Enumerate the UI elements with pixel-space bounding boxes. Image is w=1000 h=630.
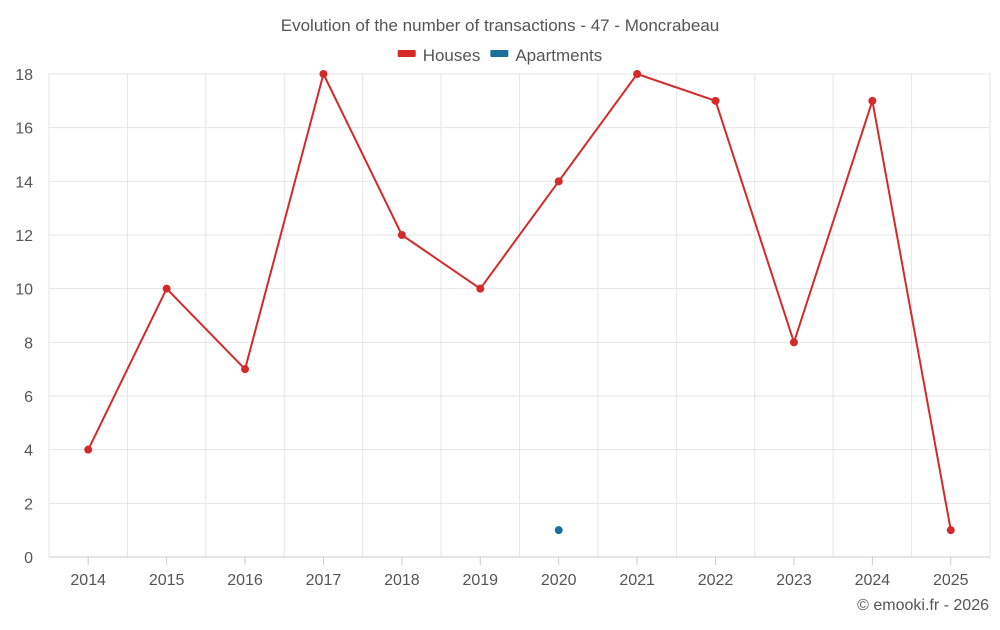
y-tick-label: 0	[24, 550, 33, 567]
chart-title: Evolution of the number of transactions …	[281, 16, 719, 35]
series-layer	[84, 70, 955, 535]
series-line-houses	[87, 73, 952, 531]
y-tick-label: 18	[15, 67, 33, 84]
data-point-houses	[946, 526, 955, 535]
legend-swatch-apartments	[490, 50, 509, 57]
y-tick-label: 14	[15, 174, 33, 191]
legend: Houses Apartments	[397, 46, 602, 65]
data-point-houses	[241, 365, 250, 374]
legend-item-apartments: Apartments	[490, 46, 602, 65]
legend-label-houses: Houses	[423, 46, 481, 65]
data-point-houses	[789, 338, 798, 347]
axes	[49, 556, 990, 565]
data-point-houses	[84, 445, 93, 454]
y-tick-label: 4	[24, 443, 33, 460]
data-point-houses	[868, 96, 877, 105]
data-point-houses	[633, 70, 642, 78]
data-point-houses	[711, 96, 720, 105]
legend-swatch-houses	[397, 50, 416, 57]
series-apartments	[554, 526, 563, 535]
y-tick-label: 12	[15, 228, 33, 245]
x-tick-label: 2018	[384, 572, 420, 589]
x-tick-label: 2016	[227, 572, 263, 589]
x-tick-label: 2022	[698, 572, 734, 589]
legend-item-houses: Houses	[397, 46, 481, 65]
data-point-houses	[554, 177, 563, 186]
x-tick-label: 2014	[70, 572, 106, 589]
x-tick-label: 2017	[306, 572, 342, 589]
x-tick-label: 2025	[933, 572, 969, 589]
y-tick-labels: 0 2 4 6 8 10 12 14 16 18	[15, 67, 33, 567]
credit-text: © emooki.fr - 2026	[857, 597, 989, 614]
data-point-houses	[476, 284, 485, 293]
y-tick-label: 8	[24, 335, 33, 352]
legend-label-apartments: Apartments	[515, 46, 602, 65]
x-gridlines	[48, 74, 991, 557]
y-tick-label: 6	[24, 389, 33, 406]
data-point-houses	[162, 284, 171, 293]
x-tick-label: 2015	[149, 572, 185, 589]
y-tick-label: 16	[15, 121, 33, 138]
y-tick-label: 10	[15, 282, 33, 299]
data-point-houses	[397, 231, 406, 239]
y-tick-label: 2	[24, 496, 33, 513]
x-tick-labels: 2014 2015 2016 2017 2018 2019 2020 2021 2022 2023…	[70, 572, 968, 589]
x-tick-label: 2024	[855, 572, 891, 589]
data-point-houses	[319, 70, 328, 78]
data-point-apartments	[554, 526, 563, 535]
x-tick-label: 2023	[776, 572, 812, 589]
x-tick-label: 2021	[619, 572, 655, 589]
x-tick-label: 2019	[462, 572, 498, 589]
series-houses	[84, 70, 955, 535]
x-tick-label: 2020	[541, 572, 577, 589]
